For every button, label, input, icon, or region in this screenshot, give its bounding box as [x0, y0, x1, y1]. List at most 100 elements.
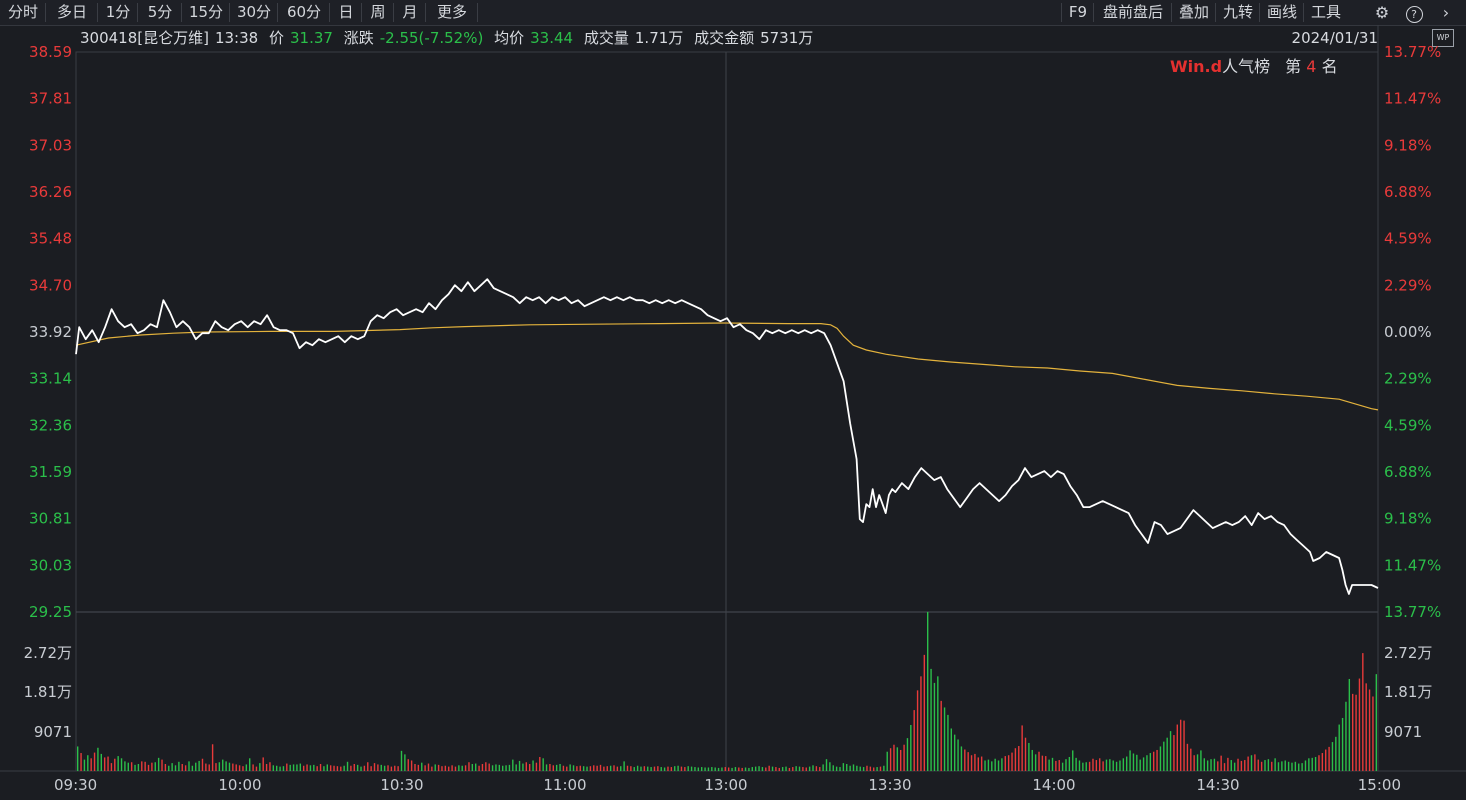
change-label: 涨跌 — [343, 29, 374, 47]
y-tick-label: 30.81 — [29, 510, 72, 528]
period-tab-2[interactable]: 1分 — [105, 3, 131, 21]
pct-tick-label: 0.00% — [1384, 323, 1432, 341]
avg-price-line — [75, 322, 1379, 411]
x-tick-label: 11:00 — [543, 776, 586, 794]
avg-price-label: 均价 — [494, 29, 525, 47]
volume-value: 1.71万 — [634, 29, 684, 47]
y-tick-label: 34.70 — [29, 276, 72, 294]
x-tick-label: 09:30 — [54, 776, 97, 794]
pct-tick-label: 6.88% — [1384, 183, 1432, 201]
toolbar-divider — [1303, 3, 1304, 22]
pct-tick-label: 13.77% — [1384, 603, 1441, 621]
volume-tick-label: 2.72万 — [24, 644, 72, 662]
wind-logo: Win.d — [1170, 57, 1223, 76]
toolbar-divider — [1061, 3, 1062, 22]
wp-badge[interactable]: WP — [1432, 29, 1454, 47]
price-line — [75, 278, 1379, 595]
period-tab-10[interactable]: 更多 — [436, 3, 467, 21]
quote-time: 13:38 — [214, 29, 259, 47]
price-label: 价 — [268, 29, 284, 47]
toolbar-divider — [181, 3, 182, 22]
period-tab-3[interactable]: 5分 — [147, 3, 173, 21]
trade-date: 2024/01/31 — [1291, 29, 1378, 47]
pct-tick-label: 6.88% — [1384, 463, 1432, 481]
toolbar-divider — [477, 3, 478, 22]
turnover-label: 成交金额 — [694, 29, 755, 47]
popularity-rank[interactable]: Win.d人气榜 第 4 名 — [1170, 53, 1338, 77]
stock-code-name[interactable]: 300418[昆仑万维] — [80, 29, 209, 47]
help-icon[interactable]: ? — [1402, 0, 1426, 25]
y-tick-label: 35.48 — [29, 230, 72, 248]
period-tab-0[interactable]: 分时 — [7, 3, 38, 21]
turnover-value: 5731万 — [760, 29, 814, 47]
change-value: -2.55(-7.52%) — [379, 29, 484, 47]
pct-tick-label: 11.47% — [1384, 556, 1441, 574]
volume-tick-label-right: 9071 — [1384, 723, 1422, 741]
chevron-right-icon[interactable]: › — [1442, 3, 1450, 22]
x-tick-label: 10:00 — [218, 776, 261, 794]
x-tick-label: 14:00 — [1032, 776, 1075, 794]
rank-list-label: 人气榜 — [1222, 57, 1271, 76]
period-tab-8[interactable]: 周 — [370, 3, 386, 21]
period-tab-5[interactable]: 30分 — [236, 3, 272, 21]
volume-tick-label-right: 1.81万 — [1384, 683, 1432, 701]
toolbar-divider — [137, 3, 138, 22]
toolbar-divider — [361, 3, 362, 22]
x-tick-label: 13:00 — [704, 776, 747, 794]
pct-tick-label: 11.47% — [1384, 90, 1441, 108]
pct-tick-label: 9.18% — [1384, 510, 1432, 528]
x-tick-label: 10:30 — [380, 776, 423, 794]
y-tick-label: 38.59 — [29, 43, 72, 61]
toolbar-divider — [1259, 3, 1260, 22]
quote-info-bar: 300418[昆仑万维] 13:38 价 31.37 涨跌 -2.55(-7.52%)… — [80, 27, 819, 49]
tool-button-4[interactable]: 画线 — [1266, 3, 1297, 21]
volume-tick-label: 1.81万 — [24, 683, 72, 701]
y-tick-label: 37.81 — [29, 90, 72, 108]
price-value: 31.37 — [290, 29, 333, 47]
y-tick-label: 30.03 — [29, 556, 72, 574]
y-tick-label: 37.03 — [29, 136, 72, 154]
rank-prefix: 第 — [1285, 57, 1302, 76]
tool-button-3[interactable]: 九转 — [1222, 3, 1253, 21]
pct-tick-label: 2.29% — [1384, 276, 1432, 294]
period-tab-7[interactable]: 日 — [338, 3, 354, 21]
tool-button-2[interactable]: 叠加 — [1178, 3, 1209, 21]
volume-label: 成交量 — [583, 29, 629, 47]
gear-icon[interactable]: ⚙ — [1374, 3, 1390, 22]
pct-tick-label: 4.59% — [1384, 230, 1432, 248]
rank-number: 4 — [1306, 57, 1317, 76]
chart-frame — [75, 51, 1379, 772]
x-tick-label: 14:30 — [1196, 776, 1239, 794]
toolbar-divider — [1215, 3, 1216, 22]
period-toolbar: 分时 多日 1分 5分 15分 30分 60分日周月更多 F9 盘前盘后 叠加 九转 画线 工具 ⚙? › — [0, 0, 1466, 26]
toolbar-divider — [1093, 3, 1094, 22]
volume-tick-label: 9071 — [34, 723, 72, 741]
pct-tick-label: 2.29% — [1384, 370, 1432, 388]
period-tab-6[interactable]: 60分 — [286, 3, 322, 21]
x-tick-label: 13:30 — [868, 776, 911, 794]
toolbar-divider — [97, 3, 98, 22]
toolbar-divider — [277, 3, 278, 22]
tool-button-5[interactable]: 工具 — [1310, 3, 1341, 21]
tool-button-0[interactable]: F9 — [1068, 3, 1088, 21]
y-tick-label: 33.92 — [29, 323, 72, 341]
y-tick-label: 29.25 — [29, 603, 72, 621]
toolbar-divider — [229, 3, 230, 22]
y-tick-label: 31.59 — [29, 463, 72, 481]
period-tab-4[interactable]: 15分 — [188, 3, 224, 21]
volume-tick-label-right: 2.72万 — [1384, 644, 1432, 662]
toolbar-divider — [329, 3, 330, 22]
y-tick-label: 36.26 — [29, 183, 72, 201]
period-tab-1[interactable]: 多日 — [56, 3, 87, 21]
pct-tick-label: 9.18% — [1384, 136, 1432, 154]
tool-button-1[interactable]: 盘前盘后 — [1102, 3, 1163, 21]
y-tick-label: 33.14 — [29, 370, 72, 388]
toolbar-divider — [425, 3, 426, 22]
y-tick-label: 32.36 — [29, 416, 72, 434]
period-tab-9[interactable]: 月 — [402, 3, 418, 21]
x-tick-label: 15:00 — [1358, 776, 1401, 794]
toolbar-divider — [1171, 3, 1172, 22]
toolbar-divider — [393, 3, 394, 22]
avg-price-value: 33.44 — [530, 29, 574, 47]
